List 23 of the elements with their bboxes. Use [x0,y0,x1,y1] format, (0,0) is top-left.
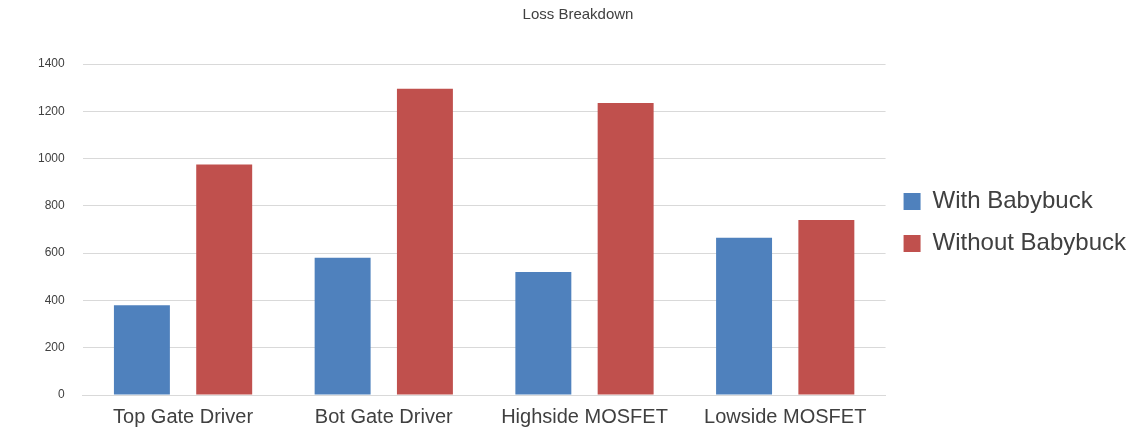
x-tick-label: Bot Gate Driver [314,404,454,427]
bar [597,103,654,395]
bar [113,305,170,395]
y-tick-label: 1400 [37,56,66,71]
y-tick-label: 400 [44,292,66,307]
x-tick-label: Lowside MOSFET [704,404,867,427]
x-tick-label: Highside MOSFET [501,404,668,427]
bar [396,88,453,395]
x-tick-label: Top Gate Driver [113,404,254,427]
bar [196,164,253,395]
legend-label: With Babybuck [932,186,1094,214]
y-tick-label: 1200 [37,103,66,118]
y-tick-label: 1000 [37,150,66,165]
y-tick-label: 800 [44,198,66,213]
legend-label: Without Babybuck [932,228,1127,256]
chart-title: Loss Breakdown [522,5,634,23]
bar [515,272,572,395]
bar [716,237,773,395]
y-tick-label: 0 [58,387,66,402]
bar [798,220,855,395]
bar [314,257,371,395]
y-tick-label: 200 [44,340,66,355]
y-tick-label: 600 [44,245,66,260]
